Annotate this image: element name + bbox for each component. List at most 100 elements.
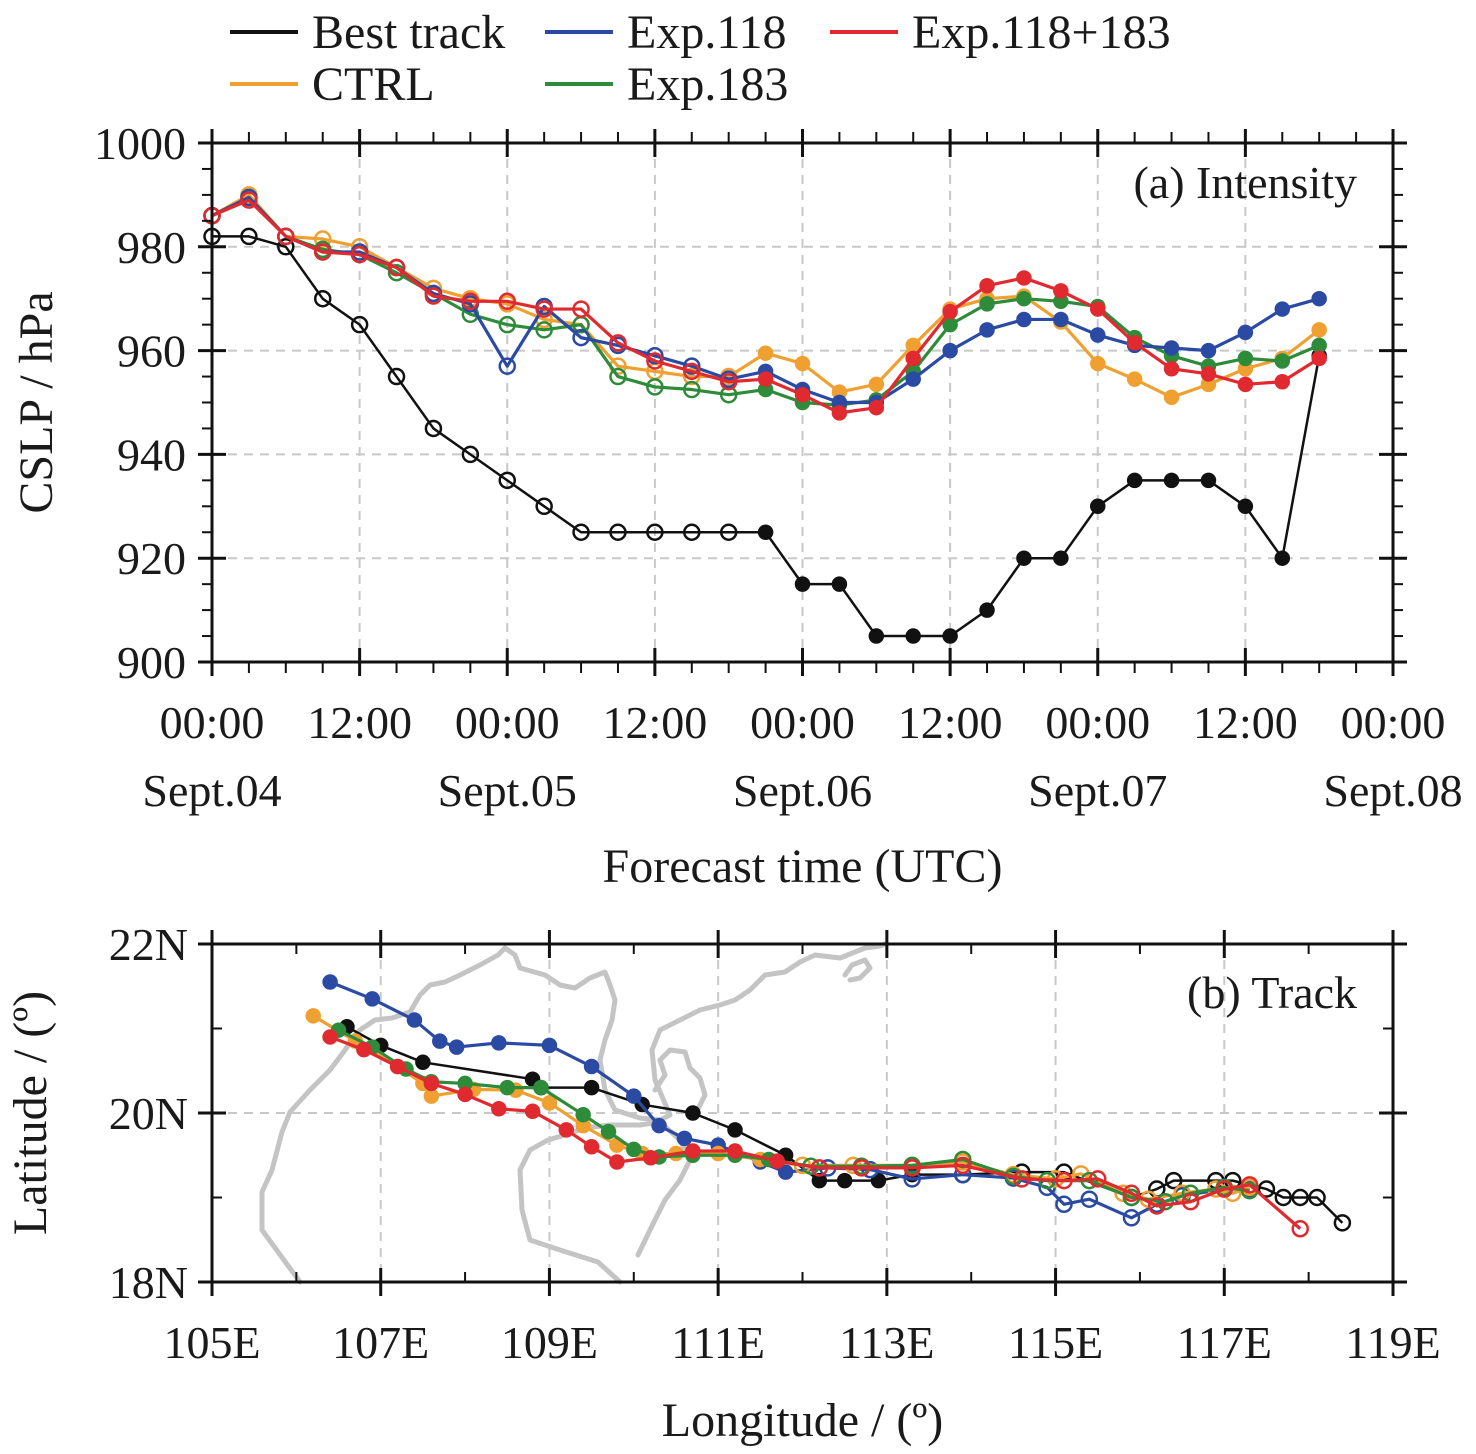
x-tick-time-label: 00:00 [1341, 697, 1446, 748]
track-point-exp-118-183 [524, 1103, 541, 1120]
intensity-point-ctrl [1311, 322, 1327, 338]
intensity-point-best-track [572, 523, 590, 541]
x-tick-time-label: 12:00 [1193, 697, 1298, 748]
x-tick-time-label: 00:00 [1045, 697, 1150, 748]
intensity-point-exp-118-183 [1237, 376, 1254, 393]
intensity-point-best-track [1274, 550, 1291, 566]
track-point-exp-118-183 [1215, 1180, 1234, 1198]
legend-item-ctrl: CTRL [230, 58, 435, 111]
track-point-best-track [870, 1172, 887, 1189]
intensity-point-ctrl [905, 337, 921, 354]
x-tick-time-label: 12:00 [307, 697, 412, 748]
intensity-point-exp-118-183 [1126, 335, 1143, 351]
track-point-best-track [1164, 1171, 1183, 1190]
intensity-point-exp-183 [979, 296, 995, 312]
track-point-exp-118-183 [322, 1029, 338, 1045]
x-tick-date-label: Sept.08 [1323, 765, 1462, 816]
track-panel-title: (b) Track [1187, 967, 1357, 1018]
intensity-point-best-track [831, 576, 848, 592]
lat-tick-label: 18N [109, 1257, 188, 1308]
intensity-point-exp-118 [1163, 340, 1180, 356]
track-point-exp-118-183 [389, 1058, 406, 1075]
intensity-point-exp-118-183 [1274, 373, 1291, 390]
track-point-best-track [583, 1079, 600, 1096]
lat-tick-label: 22N [109, 919, 188, 970]
legend-item-exp-118: Exp.118 [545, 6, 787, 59]
track-point-exp-118 [491, 1035, 507, 1051]
intensity-point-exp-118 [1053, 311, 1069, 328]
track-point-exp-183 [575, 1106, 591, 1123]
track-point-exp-118-183 [609, 1154, 625, 1170]
x-tick-date-label: Sept.07 [1028, 765, 1167, 816]
x-tick-time-label: 00:00 [160, 697, 265, 748]
x-tick-time-label: 00:00 [455, 697, 560, 748]
intensity-point-exp-118 [1237, 324, 1254, 341]
intensity-point-exp-183 [498, 315, 516, 334]
x-tick-time-label: 12:00 [898, 697, 1003, 748]
legend: Best track Exp.118 Exp.118+183 CTRL Exp.183 [230, 6, 1171, 111]
intensity-point-exp-118-183 [387, 258, 406, 277]
track-point-exp-118 [406, 1012, 423, 1028]
track-point-exp-118 [1055, 1195, 1073, 1214]
intensity-point-exp-183 [683, 380, 701, 399]
intensity-point-exp-118 [905, 371, 921, 387]
track-point-exp-118-183 [642, 1150, 659, 1166]
intensity-point-ctrl [313, 230, 332, 248]
intensity-point-best-track [313, 289, 332, 308]
track-point-exp-118-183 [1013, 1170, 1031, 1188]
intensity-point-exp-118-183 [277, 227, 295, 246]
track-point-exp-118 [626, 1088, 642, 1104]
track-point-exp-118-183 [356, 1041, 372, 1058]
track-point-exp-118-183 [810, 1159, 829, 1177]
intensity-point-best-track [868, 628, 885, 644]
intensity-point-best-track [350, 315, 369, 334]
intensity-point-exp-183 [1237, 350, 1254, 367]
coastline [842, 957, 873, 983]
y-tick-label: 980 [117, 222, 186, 273]
track-point-exp-118 [777, 1164, 794, 1180]
intensity-point-exp-183 [1016, 290, 1032, 307]
intensity-point-exp-183 [535, 321, 553, 339]
track-point-ctrl [423, 1088, 440, 1104]
intensity-point-exp-118 [1274, 301, 1291, 317]
intensity-point-exp-118 [683, 357, 701, 375]
intensity-point-exp-118-183 [313, 243, 332, 261]
y-tick-label: 940 [117, 429, 186, 480]
y-tick-label: 1000 [94, 118, 186, 169]
track-point-exp-118-183 [1148, 1197, 1166, 1215]
lat-tick-label: 20N [109, 1088, 188, 1139]
track-point-exp-118 [1122, 1209, 1141, 1227]
intensity-series [203, 186, 1327, 644]
intensity-point-exp-118-183 [535, 300, 553, 318]
intensity-point-exp-118-183 [646, 352, 664, 370]
track-point-exp-118-183 [727, 1143, 743, 1159]
legend-item-exp-183: Exp.183 [545, 58, 788, 111]
legend-label-exp-183: Exp.183 [627, 58, 788, 111]
intensity-point-exp-118-183 [1163, 361, 1180, 377]
intensity-point-exp-118-183 [350, 245, 369, 264]
intensity-point-best-track [979, 602, 995, 618]
intensity-point-exp-118-183 [794, 386, 811, 403]
track-point-exp-118 [861, 1160, 879, 1179]
intensity-point-best-track [1237, 498, 1254, 515]
track-point-exp-118-183 [1291, 1220, 1309, 1238]
track-point-exp-118-183 [558, 1122, 575, 1138]
intensity-point-best-track [1163, 472, 1180, 489]
track-point-exp-118 [676, 1130, 693, 1147]
intensity-point-exp-118-183 [498, 292, 516, 311]
intensity-point-best-track [424, 419, 443, 438]
intensity-point-best-track [1090, 498, 1106, 515]
lon-tick-label: 117E [1177, 1317, 1272, 1368]
intensity-point-best-track [461, 445, 480, 464]
track-point-best-track [836, 1172, 853, 1189]
track-point-exp-118-183 [852, 1159, 871, 1177]
intensity-series-exp-118-183 [203, 191, 1327, 421]
intensity-point-exp-183 [609, 367, 627, 386]
track-point-exp-118 [1080, 1190, 1099, 1208]
track-point-best-track [1274, 1188, 1293, 1207]
intensity-point-exp-118-183 [1200, 366, 1217, 382]
legend-label-exp-118-183: Exp.118+183 [912, 6, 1171, 59]
intensity-point-exp-118 [979, 322, 995, 338]
x-tick-date-label: Sept.05 [438, 765, 577, 816]
